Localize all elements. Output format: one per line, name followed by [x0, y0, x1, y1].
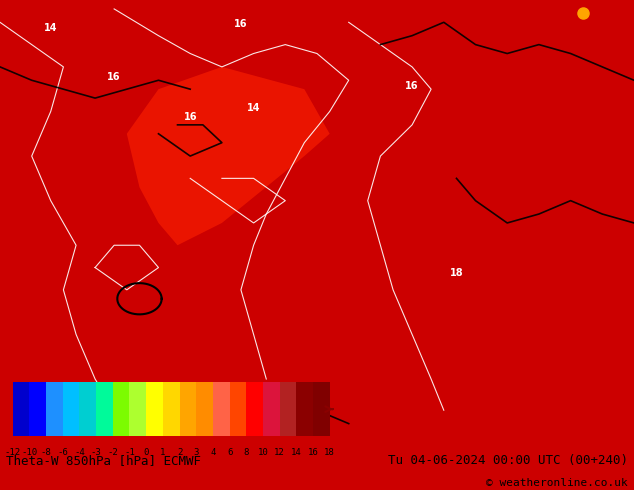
Text: 6: 6: [227, 448, 232, 457]
Text: 16: 16: [107, 72, 121, 82]
Text: 18: 18: [450, 269, 463, 278]
Text: -1: -1: [124, 448, 135, 457]
Text: 16: 16: [234, 19, 248, 29]
Bar: [113, 382, 129, 436]
Text: Tu 04-06-2024 00:00 UTC (00+240): Tu 04-06-2024 00:00 UTC (00+240): [387, 454, 628, 467]
Polygon shape: [127, 67, 330, 245]
Text: -8: -8: [41, 448, 51, 457]
Bar: [46, 382, 63, 436]
Text: 8: 8: [243, 448, 249, 457]
Bar: [313, 382, 330, 436]
Bar: [29, 382, 46, 436]
Bar: [246, 382, 263, 436]
Text: -6: -6: [57, 448, 68, 457]
Bar: [96, 382, 113, 436]
Text: 1: 1: [160, 448, 165, 457]
Bar: [196, 382, 213, 436]
Text: Theta-W 850hPa [hPa] ECMWF: Theta-W 850hPa [hPa] ECMWF: [6, 454, 202, 467]
Text: 16: 16: [307, 448, 318, 457]
Text: -3: -3: [91, 448, 101, 457]
Text: 3: 3: [193, 448, 199, 457]
Text: 14: 14: [44, 23, 58, 33]
Bar: [63, 382, 79, 436]
Text: 14: 14: [291, 448, 302, 457]
Text: -2: -2: [107, 448, 118, 457]
Bar: [163, 382, 179, 436]
Bar: [179, 382, 196, 436]
Bar: [263, 382, 280, 436]
Bar: [296, 382, 313, 436]
Text: 2: 2: [177, 448, 182, 457]
Bar: [129, 382, 146, 436]
Text: -4: -4: [74, 448, 85, 457]
Text: 14: 14: [247, 103, 261, 114]
Text: 16: 16: [405, 81, 419, 91]
Text: 0: 0: [143, 448, 149, 457]
Bar: [280, 382, 296, 436]
Bar: [79, 382, 96, 436]
Text: 16: 16: [183, 112, 197, 122]
Bar: [13, 382, 29, 436]
Text: 4: 4: [210, 448, 216, 457]
Text: 18: 18: [325, 448, 335, 457]
Text: 10: 10: [257, 448, 268, 457]
Bar: [146, 382, 163, 436]
Bar: [213, 382, 230, 436]
Bar: [230, 382, 246, 436]
Text: 14: 14: [234, 393, 248, 403]
Text: © weatheronline.co.uk: © weatheronline.co.uk: [486, 478, 628, 488]
Text: -12: -12: [4, 448, 21, 457]
Text: 12: 12: [275, 448, 285, 457]
Text: -10: -10: [22, 448, 37, 457]
